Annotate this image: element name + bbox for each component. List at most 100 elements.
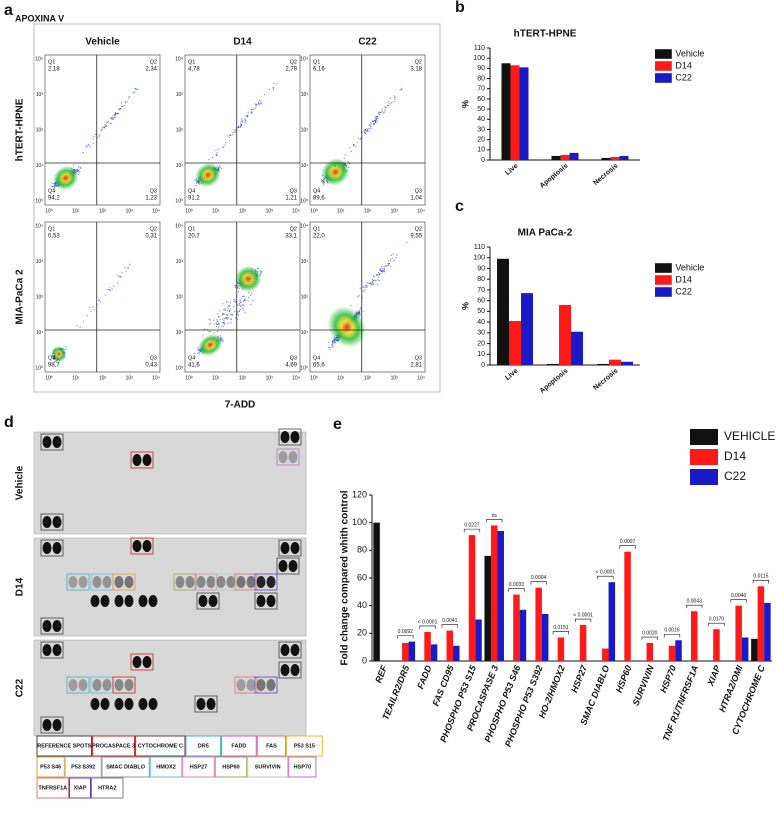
event-dot (114, 115, 115, 116)
event-dot (223, 309, 224, 310)
spot (197, 576, 206, 588)
spot (101, 595, 110, 607)
event-dot (389, 263, 390, 264)
event-dot (379, 280, 380, 281)
event-dot (217, 321, 218, 322)
quadrant-value: 33,1 (285, 234, 297, 240)
spot (289, 560, 298, 572)
y-tick-label: 30 (477, 126, 485, 133)
bar (611, 157, 620, 160)
event-dot (353, 144, 354, 145)
event-dot (252, 111, 253, 112)
spot (91, 698, 100, 710)
event-dot (211, 340, 212, 341)
x-tick-label: HSP27 (569, 663, 589, 694)
event-dot (384, 270, 385, 271)
event-dot (219, 166, 220, 167)
legend-cell-label: HSP27 (190, 764, 207, 770)
spot (125, 576, 134, 588)
panel-letter: d (4, 414, 14, 431)
quadrant-name: Q1 (313, 59, 320, 65)
plot-frame (310, 222, 425, 372)
membrane-label: D14 (15, 577, 26, 596)
spot (93, 576, 102, 588)
bar (491, 525, 498, 661)
x-tick-label: SURVIVIN (631, 663, 656, 707)
bar (624, 552, 631, 661)
event-dot (196, 185, 197, 186)
event-dot (373, 283, 374, 284)
spot (103, 576, 112, 588)
x-tick-label: Live (504, 163, 519, 177)
event-dot (328, 342, 329, 343)
event-dot (210, 323, 211, 324)
event-dot (118, 275, 119, 276)
bar (542, 614, 549, 661)
y-axis-label: % (460, 100, 470, 108)
spot (133, 656, 142, 668)
event-dot (366, 130, 367, 131)
event-dot (112, 119, 113, 120)
event-dot (376, 275, 377, 276)
event-dot (233, 132, 234, 133)
event-dot (125, 101, 126, 102)
event-dot (228, 317, 229, 318)
event-dot (242, 120, 243, 121)
axis-tick-label: 10⁰ (45, 375, 53, 381)
event-dot (80, 167, 81, 168)
event-dot (359, 310, 360, 311)
quadrant-value: 1,04 (410, 196, 422, 202)
x-tick-label: FAS CD95 (430, 663, 456, 708)
event-dot (78, 166, 79, 167)
axis-tick-label: 10³ (266, 375, 274, 381)
event-dot (345, 155, 346, 156)
event-dot (133, 92, 134, 93)
spot (125, 679, 134, 691)
event-dot (134, 88, 135, 89)
event-dot (332, 347, 333, 348)
event-dot (121, 102, 122, 103)
y-tick-label: 110 (474, 244, 485, 251)
quadrant-value: 41,6 (188, 363, 200, 369)
event-dot (233, 299, 234, 300)
membrane-label: Vehicle (15, 465, 26, 500)
y-tick-label: 110 (474, 45, 485, 52)
event-dot (117, 282, 118, 283)
event-dot (359, 295, 360, 296)
spot (91, 595, 100, 607)
event-dot (269, 89, 270, 90)
event-dot (368, 131, 369, 132)
event-dot (245, 312, 246, 313)
event-dot (386, 107, 387, 108)
event-dot (383, 271, 384, 272)
x-tick-label: Necrosis (592, 163, 619, 187)
event-dot (115, 112, 116, 113)
legend-cell-label: P53 S392 (71, 764, 95, 770)
p-value: 0.0043 (687, 599, 703, 605)
quadrant-value: 94,2 (48, 196, 60, 202)
event-dot (241, 302, 242, 303)
legend-cell-label: HSP60 (222, 764, 239, 770)
event-dot (230, 314, 231, 315)
event-dot (321, 181, 322, 182)
axis-tick-label: 10⁴ (300, 223, 308, 229)
event-dot (229, 310, 230, 311)
legend-label: D14 (675, 60, 692, 70)
event-dot (137, 89, 138, 90)
quadrant-name: Q4 (48, 355, 55, 361)
p-value: < 0.0001 (418, 619, 438, 625)
event-dot (114, 117, 115, 118)
event-dot (216, 155, 217, 156)
spot (69, 679, 78, 691)
event-dot (401, 89, 402, 90)
event-dot (367, 131, 368, 132)
y-tick-label: 70 (477, 86, 485, 93)
y-tick-label: 0 (481, 362, 485, 369)
event-dot (216, 323, 217, 324)
event-dot (98, 300, 99, 301)
event-dot (94, 309, 95, 310)
legend-swatch (690, 449, 718, 465)
p-value: 0.0004 (531, 575, 547, 581)
